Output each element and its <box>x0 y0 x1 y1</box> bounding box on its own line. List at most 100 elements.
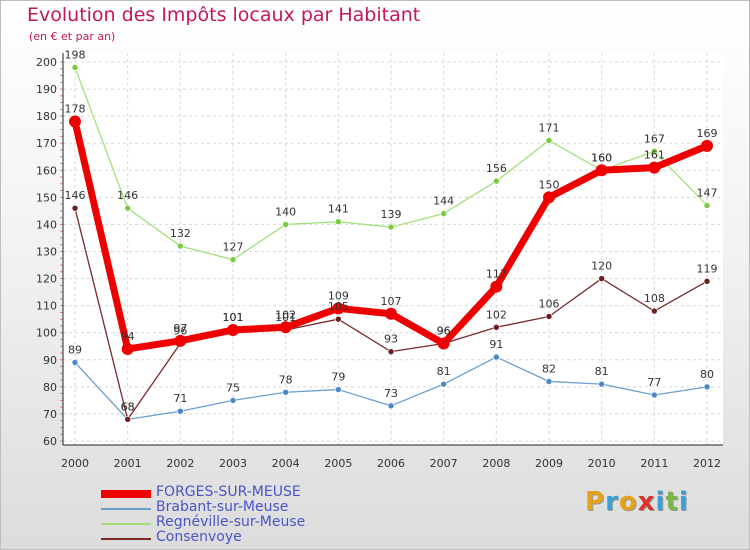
data-label: 78 <box>279 373 293 386</box>
legend-label: Consenvoye <box>156 529 242 545</box>
legend-swatch <box>101 538 151 540</box>
data-point <box>121 342 134 355</box>
data-label: 101 <box>275 311 296 324</box>
data-point <box>174 334 187 347</box>
data-point <box>440 210 447 217</box>
x-tick-label: 2002 <box>166 457 194 470</box>
data-point <box>282 388 289 396</box>
logo-letter: P <box>585 487 606 517</box>
x-tick-label: 2009 <box>535 457 563 470</box>
data-label: 139 <box>381 208 402 221</box>
data-label: 132 <box>170 227 191 240</box>
legend-label: Brabant-sur-Meuse <box>156 499 289 515</box>
data-point <box>124 204 131 212</box>
y-tick-label: 150 <box>36 191 57 204</box>
data-label: 79 <box>331 371 345 384</box>
logo-letter: x <box>637 487 656 517</box>
x-tick-label: 2010 <box>588 457 616 470</box>
data-point <box>598 380 605 388</box>
y-tick-label: 100 <box>36 327 57 340</box>
data-point <box>387 402 395 410</box>
data-point <box>335 315 342 323</box>
data-point <box>648 161 661 174</box>
data-point <box>437 337 450 350</box>
data-point <box>703 202 711 209</box>
data-label: 93 <box>384 333 398 346</box>
logo-letter: t <box>665 487 679 517</box>
data-label: 89 <box>68 343 82 356</box>
legend-label: FORGES-SUR-MEUSE <box>156 484 301 500</box>
x-tick-label: 2012 <box>693 457 721 470</box>
data-point <box>493 323 500 331</box>
y-tick-label: 190 <box>36 83 57 96</box>
data-label: 91 <box>489 338 503 351</box>
data-label: 117 <box>486 268 507 281</box>
data-point <box>651 307 658 315</box>
data-point <box>545 137 553 144</box>
data-label: 77 <box>647 376 661 389</box>
data-point <box>545 378 553 385</box>
legend-swatch <box>101 490 151 498</box>
data-point <box>598 275 605 282</box>
data-label: 119 <box>697 262 718 275</box>
data-point <box>493 177 500 185</box>
data-label: 82 <box>542 362 556 375</box>
x-tick-label: 2007 <box>430 457 458 470</box>
x-tick-label: 2000 <box>61 457 89 470</box>
data-point <box>282 221 289 228</box>
data-label: 81 <box>437 365 451 378</box>
data-label: 146 <box>65 189 86 202</box>
y-tick-label: 130 <box>36 246 57 259</box>
data-point <box>595 164 608 177</box>
data-label: 120 <box>591 260 612 273</box>
data-point <box>651 391 658 399</box>
data-label: 71 <box>173 392 187 405</box>
x-tick-label: 2005 <box>324 457 352 470</box>
x-tick-label: 2008 <box>482 457 510 470</box>
data-label: 80 <box>700 368 714 381</box>
logo-letter: i <box>678 487 689 517</box>
y-tick-label: 60 <box>43 435 57 448</box>
logo-letter: r <box>605 487 619 517</box>
data-label: 94 <box>121 330 135 343</box>
data-point <box>71 64 79 71</box>
data-label: 105 <box>328 300 349 313</box>
data-point <box>335 386 342 393</box>
data-label: 96 <box>437 325 451 338</box>
data-label: 167 <box>644 132 665 145</box>
data-point <box>440 380 447 388</box>
data-label: 102 <box>486 308 507 321</box>
data-label: 161 <box>644 149 665 162</box>
data-label: 73 <box>384 387 398 400</box>
y-tick-label: 110 <box>36 300 57 313</box>
chart-subtitle: (en € et par an) <box>29 30 116 43</box>
data-point <box>71 204 79 212</box>
plot-area <box>63 53 723 445</box>
data-point <box>227 324 239 337</box>
data-point <box>177 407 184 415</box>
logo-letter: o <box>618 487 638 517</box>
x-tick-label: 2004 <box>272 457 300 470</box>
data-label: 171 <box>539 122 560 135</box>
data-point <box>387 223 395 231</box>
data-label: 160 <box>591 151 612 164</box>
data-point <box>124 416 131 423</box>
data-label: 75 <box>226 381 240 394</box>
data-point <box>279 321 292 334</box>
y-tick-label: 160 <box>36 164 57 177</box>
data-label: 144 <box>433 195 454 208</box>
y-tick-label: 180 <box>36 110 57 123</box>
data-label: 141 <box>328 203 349 216</box>
y-tick-label: 70 <box>43 408 57 421</box>
data-label: 160 <box>591 151 612 164</box>
data-point <box>651 148 658 155</box>
data-label: 150 <box>539 178 560 191</box>
chart-title: Evolution des Impôts locaux par Habitant <box>27 4 421 26</box>
x-tick-label: 2006 <box>377 457 405 470</box>
data-point <box>177 242 184 250</box>
data-point <box>490 280 503 293</box>
data-label: 156 <box>486 162 507 175</box>
data-label: 96 <box>437 325 451 338</box>
